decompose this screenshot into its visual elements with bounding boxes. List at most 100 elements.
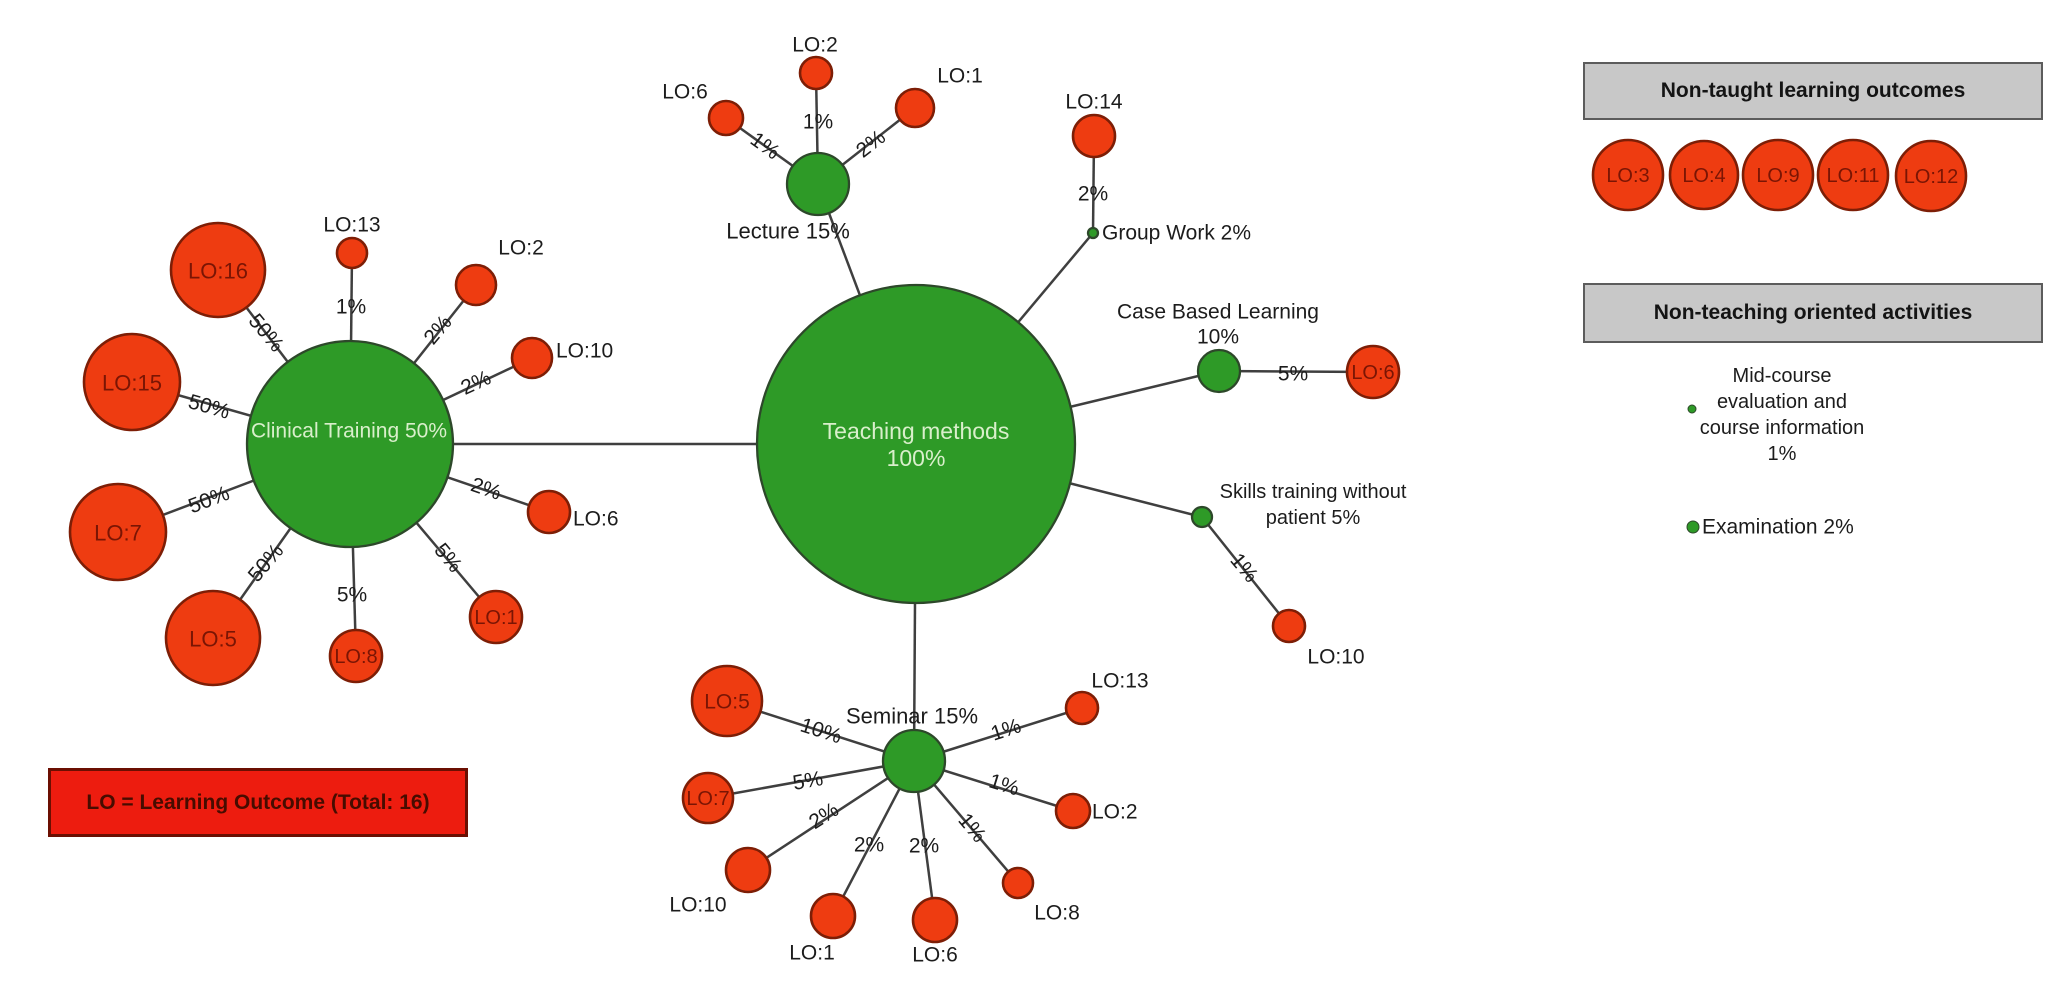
node-label-l2: LO:2	[792, 34, 838, 57]
node-clinical	[245, 339, 455, 549]
node-label-lecture: Lecture 15%	[726, 219, 850, 244]
node-label-seminar: Seminar 15%	[846, 704, 978, 729]
node-c15	[82, 332, 182, 432]
node-label-s10: LO:10	[669, 894, 726, 917]
non-teaching-activities-header: Non-teaching oriented activities	[1583, 283, 2043, 343]
node-label-sk10: LO:10	[1307, 646, 1364, 669]
node-label-casebased-1: 10%	[1197, 326, 1239, 349]
edge-label-seminar-s1: 2%	[854, 834, 884, 857]
node-label-c16: LO:16	[188, 259, 248, 284]
node-label-teaching-0: Teaching methods	[823, 418, 1010, 444]
node-s10	[724, 846, 772, 894]
node-c6	[526, 489, 572, 535]
node-label-midcourse-2: course information	[1700, 417, 1865, 439]
node-c16	[169, 221, 267, 319]
node-label-nt9: LO:9	[1756, 165, 1799, 187]
node-label-midcourse-0: Mid-course	[1733, 365, 1832, 387]
node-c1	[468, 589, 524, 645]
node-casebased	[1196, 348, 1242, 394]
node-label-casebased-0: Case Based Learning	[1117, 301, 1319, 324]
node-lecture	[785, 151, 851, 217]
edge-label-clinical-c10: 2%	[457, 366, 494, 400]
node-nt4	[1668, 139, 1740, 211]
edge-label-clinical-c16: 50%	[244, 310, 289, 357]
node-c5	[164, 589, 262, 687]
node-s6	[911, 896, 959, 944]
node-label-l1: LO:1	[937, 65, 983, 88]
node-label-s7: LO:7	[686, 788, 729, 810]
node-label-nt12: LO:12	[1904, 166, 1958, 188]
node-label-exam: Examination 2%	[1702, 516, 1854, 539]
node-c10	[510, 336, 554, 380]
node-cb6	[1345, 344, 1401, 400]
node-label-l6: LO:6	[662, 81, 708, 104]
node-label-midcourse-1: evaluation and	[1717, 391, 1847, 413]
edge-skills-sk10	[1201, 516, 1290, 627]
node-nt3	[1591, 138, 1665, 212]
edge-label-groupwork-l14: 2%	[1078, 183, 1108, 206]
node-s8	[1001, 866, 1035, 900]
node-label-midcourse-3: 1%	[1768, 443, 1797, 465]
edge-label-clinical-c5: 50%	[244, 540, 289, 587]
node-s1	[809, 892, 857, 940]
node-label-s5: LO:5	[704, 691, 750, 714]
edge-seminar-s10	[747, 759, 915, 872]
edge-label-seminar-s7: 5%	[791, 767, 825, 795]
legend-box: LO = Learning Outcome (Total: 16)	[48, 768, 468, 837]
node-nt12	[1894, 139, 1968, 213]
node-label-nt11: LO:11	[1827, 165, 1880, 187]
node-label-s8: LO:8	[1034, 902, 1080, 925]
node-l1	[894, 87, 936, 129]
node-c13	[335, 236, 369, 270]
node-nt11	[1816, 138, 1890, 212]
node-c2	[454, 263, 498, 307]
node-label-cb6: LO:6	[1351, 362, 1394, 384]
node-groupwork	[1086, 226, 1100, 240]
edge-label-clinical-c7: 50%	[185, 482, 232, 519]
node-skills	[1190, 505, 1214, 529]
node-c7	[68, 482, 168, 582]
node-l6	[707, 99, 745, 137]
edge-seminar-s7	[707, 759, 915, 800]
node-s2	[1054, 792, 1092, 830]
node-label-c15: LO:15	[102, 371, 162, 396]
edge-label-clinical-c8: 5%	[337, 584, 367, 607]
node-label-c13: LO:13	[323, 214, 380, 237]
node-label-nt3: LO:3	[1606, 165, 1649, 187]
non-teaching-activities-title: Non-teaching oriented activities	[1653, 301, 1973, 324]
node-label-c8: LO:8	[334, 646, 377, 668]
node-label-nt4: LO:4	[1682, 165, 1725, 187]
edge-label-lecture-l6: 1%	[746, 128, 784, 164]
edge-label-clinical-c15: 50%	[186, 390, 233, 424]
node-teaching	[755, 283, 1077, 605]
node-l2	[798, 55, 834, 91]
node-s5	[690, 664, 764, 738]
node-label-s6: LO:6	[912, 944, 958, 967]
edge-label-seminar-s2: 1%	[986, 770, 1022, 801]
node-label-clinical: Clinical Training 50%	[251, 420, 447, 443]
node-label-teaching-1: 100%	[887, 445, 946, 471]
non-taught-outcomes-header: Non-taught learning outcomes	[1583, 62, 2043, 120]
edge-label-casebased-cb6: 5%	[1278, 363, 1308, 386]
node-label-groupwork: Group Work 2%	[1102, 222, 1251, 245]
edge-label-clinical-c6: 2%	[468, 473, 504, 505]
edge-label-lecture-l2: 1%	[803, 111, 833, 134]
node-label-c7: LO:7	[94, 521, 142, 546]
edge-label-seminar-s13: 1%	[988, 714, 1024, 745]
node-l14	[1071, 113, 1117, 159]
node-midcourse	[1687, 404, 1697, 414]
node-label-l14: LO:14	[1065, 91, 1123, 114]
node-label-c2: LO:2	[498, 237, 544, 260]
node-label-skills-1: patient 5%	[1266, 507, 1361, 529]
node-s7	[681, 771, 735, 825]
node-exam	[1686, 520, 1700, 534]
node-c8	[328, 628, 384, 684]
node-label-s13: LO:13	[1091, 670, 1148, 693]
non-taught-outcomes-title: Non-taught learning outcomes	[1660, 79, 1966, 102]
node-label-skills-0: Skills training without	[1220, 481, 1407, 503]
node-s13	[1064, 690, 1100, 726]
edge-label-seminar-s5: 10%	[797, 714, 844, 749]
node-label-c10: LO:10	[556, 340, 613, 363]
node-label-s2: LO:2	[1092, 801, 1138, 824]
